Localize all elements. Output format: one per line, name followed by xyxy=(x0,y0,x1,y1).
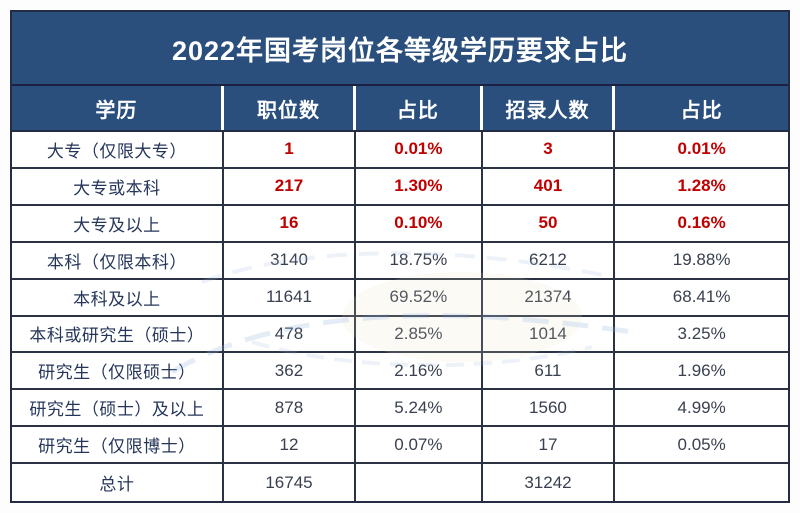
cell-recruits: 1014 xyxy=(483,316,616,352)
cell-recruits-share: 4.99% xyxy=(677,397,726,417)
cell-recruits-share: 0.01% xyxy=(677,139,726,159)
table-row: 本科或研究生（硕士） 478 2.85% 1014 3.25% xyxy=(12,316,788,354)
stats-table-panel: 2022年国考岗位各等级学历要求占比 学历 职位数 占比 招录人数 占比 大专（… xyxy=(10,10,790,503)
table-row: 大专及以上 16 0.10% 50 0.16% xyxy=(12,205,788,243)
cell-positions-share: 5.24% xyxy=(356,390,483,426)
cell-positions-share: 18.75% xyxy=(356,242,483,278)
cell-recruits-share: 1.96% xyxy=(677,360,726,380)
table-row: 研究生（硕士）及以上 878 5.24% 1560 4.99% xyxy=(12,390,788,428)
cell-positions-share: 2.16% xyxy=(356,353,483,389)
cell-education-level: 本科或研究生（硕士） xyxy=(12,316,224,352)
cell-recruits: 31242 xyxy=(483,464,616,501)
col-header-positions-share: 占比 xyxy=(356,86,483,130)
table-body: 大专（仅限大专） 1 0.01% 3 0.01% 大专或本科 217 1.30%… xyxy=(12,132,788,501)
cell-education-level: 总计 xyxy=(12,464,224,501)
table-row: 研究生（仅限硕士） 362 2.16% 611 1.96% xyxy=(12,353,788,391)
cell-positions: 217 xyxy=(224,168,357,204)
col-header-recruits-share: 占比 xyxy=(615,86,788,130)
cell-education-level: 大专或本科 xyxy=(12,168,224,204)
cell-education-level: 研究生（仅限博士） xyxy=(12,427,224,463)
cell-recruits: 17 xyxy=(483,427,616,463)
cell-recruits-share: 3.25% xyxy=(677,323,726,343)
table-row: 本科及以上 11641 69.52% 21374 68.41% xyxy=(12,279,788,317)
cell-positions: 3140 xyxy=(224,242,357,278)
cell-recruits: 21374 xyxy=(483,279,616,315)
table-row: 大专（仅限大专） 1 0.01% 3 0.01% xyxy=(12,132,788,169)
cell-education-level: 本科及以上 xyxy=(12,279,224,315)
cell-positions: 478 xyxy=(224,316,357,352)
cell-recruits: 1560 xyxy=(483,390,616,426)
col-header-recruits: 招录人数 xyxy=(482,86,616,130)
table-row: 本科（仅限本科） 3140 18.75% 6212 19.88% xyxy=(12,242,788,280)
table-row: 研究生（仅限博士） 12 0.07% 17 0.05% xyxy=(12,427,788,465)
table-header-row: 学历 职位数 占比 招录人数 占比 xyxy=(12,86,788,132)
cell-positions: 16745 xyxy=(224,464,357,501)
cell-education-level: 大专及以上 xyxy=(12,205,224,241)
col-header-education: 学历 xyxy=(12,86,224,130)
cell-recruits-share: 1.28% xyxy=(677,176,726,196)
cell-recruits: 3 xyxy=(483,132,616,167)
cell-education-level: 研究生（硕士）及以上 xyxy=(12,390,224,426)
cell-positions-share xyxy=(356,464,483,501)
col-header-positions: 职位数 xyxy=(223,86,357,130)
cell-positions: 16 xyxy=(224,205,357,241)
cell-recruits-share: 0.05% xyxy=(677,434,726,454)
cell-recruits: 50 xyxy=(483,205,616,241)
cell-positions: 11641 xyxy=(224,279,357,315)
cell-recruits: 401 xyxy=(483,168,616,204)
cell-positions: 12 xyxy=(224,427,357,463)
cell-positions: 878 xyxy=(224,390,357,426)
cell-education-level: 大专（仅限大专） xyxy=(12,132,224,167)
cell-positions-share: 1.30% xyxy=(356,168,483,204)
cell-positions-share: 2.85% xyxy=(356,316,483,352)
cell-recruits-share: 19.88% xyxy=(672,250,731,270)
cell-education-level: 研究生（仅限硕士） xyxy=(12,353,224,389)
cell-recruits: 611 xyxy=(483,353,616,389)
cell-positions-share: 0.07% xyxy=(356,427,483,463)
cell-education-level: 本科（仅限本科） xyxy=(12,242,224,278)
page-title: 2022年国考岗位各等级学历要求占比 xyxy=(12,12,788,86)
table-row: 大专或本科 217 1.30% 401 1.28% xyxy=(12,168,788,206)
cell-recruits: 6212 xyxy=(483,242,616,278)
cell-positions-share: 69.52% xyxy=(356,279,483,315)
cell-recruits-share: 68.41% xyxy=(672,287,731,307)
cell-positions: 362 xyxy=(224,353,357,389)
cell-recruits-share xyxy=(615,464,788,501)
cell-positions-share: 0.10% xyxy=(356,205,483,241)
table-row: 总计 16745 31242 xyxy=(12,464,788,501)
cell-positions-share: 0.01% xyxy=(356,132,483,167)
cell-positions: 1 xyxy=(224,132,357,167)
cell-recruits-share: 0.16% xyxy=(677,213,726,233)
